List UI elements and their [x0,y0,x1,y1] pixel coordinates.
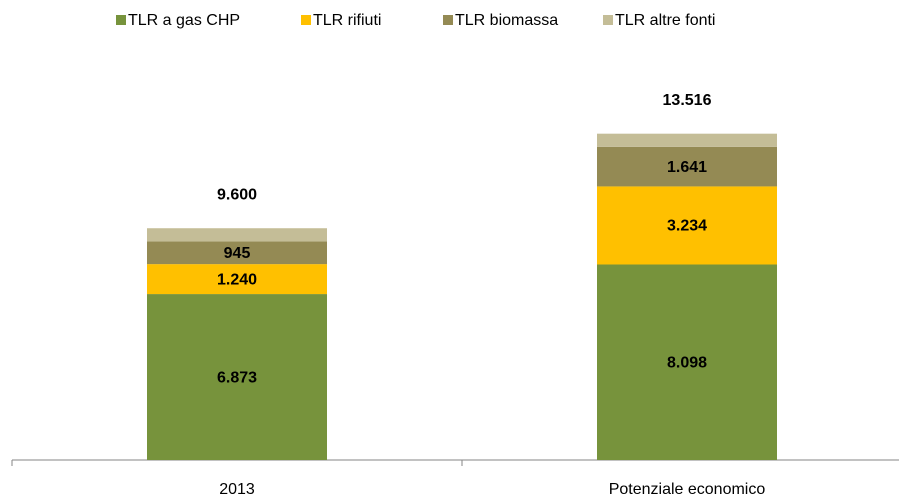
legend-swatch [603,15,613,25]
bar-segment [597,186,777,265]
legend-swatch [116,15,126,25]
data-label: 6.873 [217,369,257,386]
x-tick-label: 2013 [219,481,255,498]
total-label: 13.516 [663,92,712,109]
bar-segment [147,264,327,295]
bar-segment [147,241,327,265]
bar-segment [597,133,777,147]
x-tick-label: Potenziale economico [609,481,766,498]
bar-segment [597,264,777,460]
legend-label: TLR a gas CHP [128,12,240,29]
bar-segment [147,228,327,242]
bar-segment [147,294,327,460]
data-label: 1.240 [217,271,257,288]
legend-swatch [301,15,311,25]
data-label: 8.098 [667,354,707,371]
data-label: 3.234 [667,218,707,235]
legend-label: TLR altre fonti [615,12,715,29]
legend-label: TLR biomassa [455,12,558,29]
total-label: 9.600 [217,186,257,203]
legend-swatch [443,15,453,25]
bar-segment [597,146,777,187]
legend-label: TLR rifiuti [313,12,381,29]
data-label: 1.641 [667,159,707,176]
data-label: 945 [224,245,251,262]
